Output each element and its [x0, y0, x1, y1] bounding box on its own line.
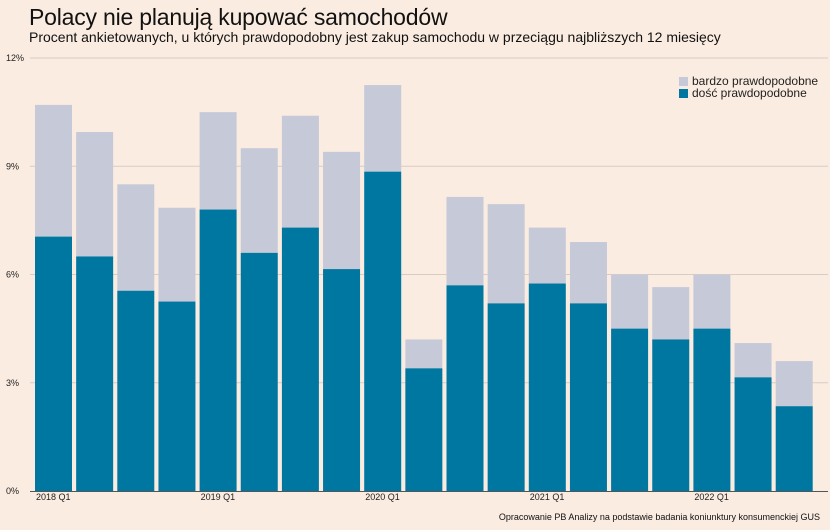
bar-group [569, 242, 607, 491]
bar-group [446, 196, 484, 491]
bar-dosc-prawdopodobne [281, 227, 319, 491]
legend-label: bardzo prawdopodobne [692, 74, 818, 88]
bar-group [652, 287, 690, 491]
bar-bardzo-prawdopodobne [364, 85, 402, 172]
y-tick-label: 12% [6, 53, 24, 63]
bar-dosc-prawdopodobne [569, 303, 607, 491]
x-axis-ticks: 2018 Q1 2019 Q1 2020 Q1 2021 Q1 2022 Q1 [36, 492, 729, 502]
legend-item: dość prawdopodobne [679, 86, 807, 100]
y-axis-ticks: 0% 3% 6% 9% 12% [6, 53, 24, 496]
bar-group [281, 115, 319, 491]
bar-group [775, 361, 813, 491]
bar-dosc-prawdopodobne [611, 328, 649, 491]
bar-dosc-prawdopodobne [364, 171, 402, 491]
bar-dosc-prawdopodobne [446, 285, 484, 491]
bar-group [199, 112, 237, 492]
bar-dosc-prawdopodobne [199, 209, 237, 492]
bar-dosc-prawdopodobne [405, 368, 443, 491]
legend-swatch [679, 77, 688, 86]
bar-group [611, 274, 649, 491]
bar-dosc-prawdopodobne [35, 236, 72, 491]
bar-group [240, 148, 278, 491]
bar-group [117, 184, 155, 491]
bar-dosc-prawdopodobne [528, 283, 566, 491]
bar-dosc-prawdopodobne [240, 252, 278, 491]
y-tick-label: 0% [6, 486, 19, 496]
bar-group [487, 204, 525, 491]
bar-group [734, 343, 772, 491]
bar-bardzo-prawdopodobne [281, 115, 319, 228]
bar-bardzo-prawdopodobne [734, 343, 772, 378]
bar-dosc-prawdopodobne [693, 328, 731, 491]
bar-bardzo-prawdopodobne [611, 274, 649, 329]
bar-bardzo-prawdopodobne [76, 131, 114, 257]
bar-group [693, 274, 731, 491]
x-tick-label: 2022 Q1 [694, 492, 729, 502]
chart-subtitle: Procent ankietowanych, u których prawdop… [29, 29, 721, 45]
bar-group [158, 207, 196, 491]
bar-bardzo-prawdopodobne [569, 242, 607, 304]
bar-bardzo-prawdopodobne [240, 148, 278, 253]
bar-group [528, 227, 566, 491]
bar-dosc-prawdopodobne [117, 290, 155, 491]
legend-label: dość prawdopodobne [692, 86, 807, 100]
x-tick-label: 2018 Q1 [36, 492, 71, 502]
bar-group [405, 339, 443, 491]
bar-bardzo-prawdopodobne [35, 104, 72, 237]
bar-bardzo-prawdopodobne [405, 339, 443, 369]
bar-dosc-prawdopodobne [652, 339, 690, 491]
bar-bardzo-prawdopodobne [652, 287, 690, 340]
bars [35, 85, 813, 492]
y-tick-label: 3% [6, 378, 19, 388]
bar-dosc-prawdopodobne [734, 377, 772, 491]
x-tick-label: 2019 Q1 [201, 492, 236, 502]
legend-swatch [679, 89, 688, 98]
y-tick-label: 9% [6, 161, 19, 171]
x-tick-label: 2020 Q1 [365, 492, 400, 502]
bar-dosc-prawdopodobne [323, 269, 361, 491]
bar-bardzo-prawdopodobne [775, 361, 813, 407]
bar-group [35, 104, 72, 491]
bar-bardzo-prawdopodobne [323, 151, 361, 270]
bar-bardzo-prawdopodobne [693, 274, 731, 329]
bar-dosc-prawdopodobne [775, 406, 813, 491]
x-tick-label: 2021 Q1 [530, 492, 565, 502]
bar-dosc-prawdopodobne [158, 301, 196, 491]
bar-dosc-prawdopodobne [76, 256, 114, 491]
chart-title: Polacy nie planują kupować samochodów [29, 4, 448, 30]
bar-bardzo-prawdopodobne [446, 196, 484, 286]
legend-item: bardzo prawdopodobne [679, 74, 818, 88]
source-note: Opracowanie PB Analizy na podstawie bada… [498, 512, 820, 522]
bar-bardzo-prawdopodobne [199, 112, 237, 210]
bar-bardzo-prawdopodobne [487, 204, 525, 304]
bar-group [76, 131, 114, 491]
y-tick-label: 6% [6, 270, 19, 280]
bar-bardzo-prawdopodobne [528, 227, 566, 284]
bar-bardzo-prawdopodobne [117, 184, 155, 291]
bar-bardzo-prawdopodobne [158, 207, 196, 302]
bar-group [323, 151, 361, 491]
bar-group [364, 85, 402, 491]
bar-dosc-prawdopodobne [487, 303, 525, 491]
